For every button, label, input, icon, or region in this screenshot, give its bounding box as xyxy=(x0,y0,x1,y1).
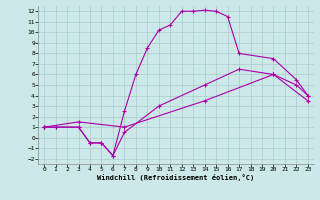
X-axis label: Windchill (Refroidissement éolien,°C): Windchill (Refroidissement éolien,°C) xyxy=(97,174,255,181)
